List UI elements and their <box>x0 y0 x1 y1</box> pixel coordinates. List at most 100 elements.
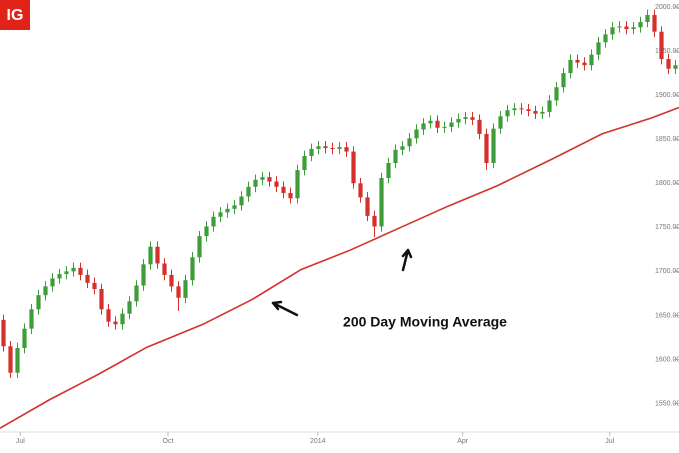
candle-body <box>589 54 594 66</box>
candle-body <box>218 212 223 217</box>
candle-body <box>141 264 146 286</box>
candle-body <box>274 181 279 187</box>
y-tick-label: 1900.00 <box>655 92 679 99</box>
candle-body <box>414 129 419 139</box>
candle-body <box>652 14 657 32</box>
candle-body <box>631 27 636 30</box>
candle-body <box>358 183 363 198</box>
candle-body <box>477 119 482 134</box>
candle-body <box>169 274 174 287</box>
candle-body <box>8 346 13 373</box>
logo-text: IG <box>7 7 24 24</box>
candle-body <box>162 263 167 275</box>
candle-body <box>533 111 538 114</box>
candle-body <box>302 155 307 171</box>
candle-body <box>393 149 398 164</box>
x-tick-label: 2014 <box>310 438 326 445</box>
candle-body <box>505 110 510 117</box>
candle-body <box>71 267 76 272</box>
candle-body <box>78 267 83 275</box>
candle-body <box>239 196 244 206</box>
candle-body <box>309 148 314 156</box>
candle-body <box>624 26 629 30</box>
candle-body <box>190 257 195 281</box>
candle-body <box>547 100 552 112</box>
candle-body <box>337 147 342 149</box>
candle-body <box>666 59 671 69</box>
candle-body <box>470 117 475 120</box>
candle-body <box>554 87 559 101</box>
y-tick-label: 2000.00 <box>655 4 679 11</box>
candle-body <box>512 108 517 111</box>
candle-body <box>1 319 6 347</box>
candle-body <box>435 120 440 128</box>
candle-body <box>211 216 216 227</box>
y-tick-label: 1750.00 <box>655 224 679 231</box>
candle-body <box>575 59 580 63</box>
candle-body <box>449 122 454 127</box>
annotation: 200 Day Moving Average <box>343 314 507 330</box>
candle-body <box>85 274 90 283</box>
candle-body <box>43 286 48 296</box>
candle-body <box>351 151 356 184</box>
candle-body <box>15 348 20 373</box>
candle-body <box>568 59 573 74</box>
candle-body <box>197 236 202 258</box>
candle-body <box>407 138 412 147</box>
candle-body <box>281 186 286 193</box>
candle-body <box>29 309 34 329</box>
y-tick-label: 1650.00 <box>655 312 679 319</box>
candle-body <box>92 282 97 290</box>
y-tick-label: 1600.00 <box>655 356 679 363</box>
candle-body <box>379 177 384 227</box>
moving-average-line <box>0 106 679 429</box>
candle-body <box>540 111 545 114</box>
candle-body <box>428 120 433 124</box>
candle-body <box>645 14 650 23</box>
candle-body <box>64 271 69 275</box>
candle-body <box>659 31 664 60</box>
candle-body <box>617 26 622 28</box>
candle-body <box>225 208 230 213</box>
candle-body <box>183 280 188 298</box>
candle-body <box>288 192 293 199</box>
candle-body <box>442 126 447 128</box>
candle-body <box>673 65 678 69</box>
candle-body <box>372 215 377 227</box>
candle-body <box>316 146 321 149</box>
candle-body <box>519 108 524 110</box>
candle-body <box>22 328 27 349</box>
candle-body <box>295 170 300 199</box>
candle-body <box>50 278 55 287</box>
candle-body <box>344 147 349 152</box>
candle-body <box>484 133 489 164</box>
logo-box <box>0 0 30 30</box>
candle-body <box>155 246 160 264</box>
candle-body <box>113 321 118 325</box>
x-tick-label: Jul <box>16 438 25 445</box>
x-tick-label: Oct <box>163 438 174 445</box>
candle-body <box>323 146 328 149</box>
candle-body <box>36 295 41 310</box>
y-tick-label: 1550.00 <box>655 400 679 407</box>
candle-body <box>260 177 265 180</box>
candle-body <box>400 146 405 150</box>
candle-body <box>603 34 608 43</box>
candle-body <box>253 179 258 187</box>
plot-area: 1550.00 1600.00 1650.00 1700.00 1750.00 1800.… <box>0 4 679 445</box>
candle-body <box>365 197 370 216</box>
candle-body <box>267 177 272 182</box>
arrows <box>271 248 413 317</box>
candle-body <box>148 246 153 265</box>
candle-body <box>638 22 643 28</box>
candle-body <box>204 226 209 237</box>
candle-body <box>610 27 615 35</box>
candle-body <box>421 123 426 130</box>
candle-body <box>596 42 601 55</box>
candle-body <box>330 148 335 150</box>
candle-body <box>246 186 251 197</box>
candle-body <box>134 285 139 302</box>
logo: IG <box>0 0 30 30</box>
candle-body <box>498 116 503 129</box>
